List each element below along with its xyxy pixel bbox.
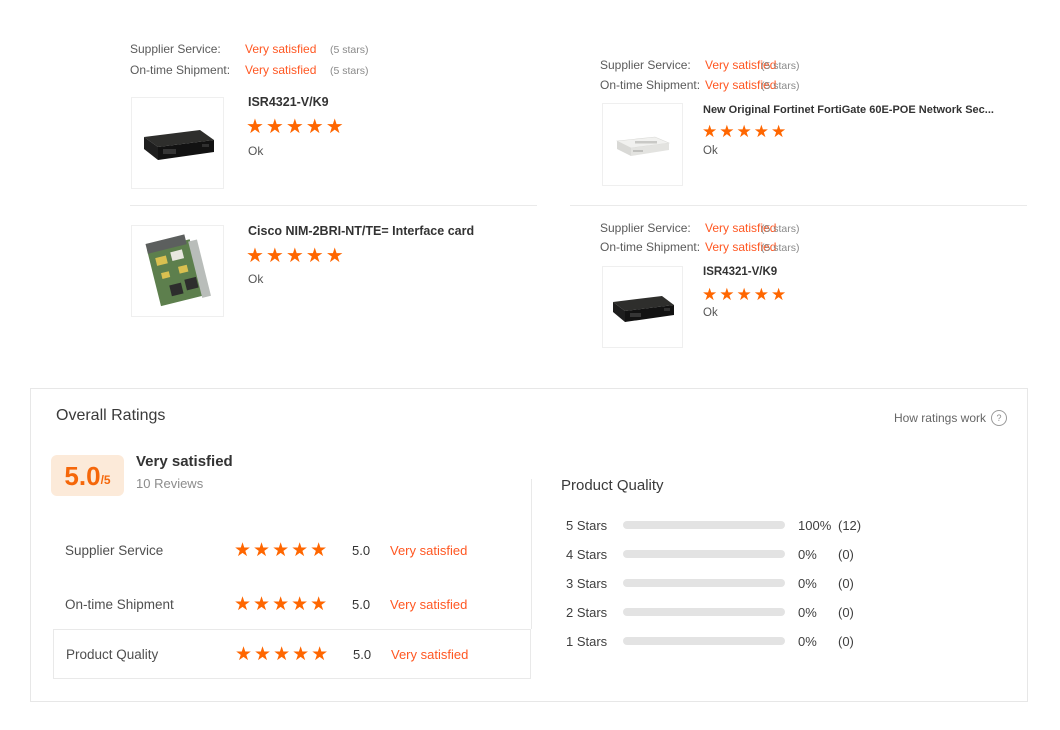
bar-count: (0) xyxy=(838,546,854,562)
panel-divider xyxy=(531,479,532,629)
supplier-service-value: Very satisfied xyxy=(245,42,317,56)
overall-score-suffix: /5 xyxy=(100,473,111,487)
rating-row-score: 5.0 xyxy=(352,542,371,558)
review-count: 10 Reviews xyxy=(136,476,204,491)
black-router-image xyxy=(143,130,214,160)
star-rating: ★★★★★ xyxy=(235,643,331,665)
bar-count: (0) xyxy=(838,575,854,591)
bar-label: 5 Stars xyxy=(566,517,608,533)
star-rating: ★★★★★ xyxy=(234,539,330,561)
review-divider xyxy=(570,205,1027,206)
review-comment: Ok xyxy=(248,144,264,158)
supplier-service-stars-note: (5 stars) xyxy=(330,44,369,56)
breakdown-title: Product Quality xyxy=(561,477,664,494)
supplier-service-stars-note: (5 stars) xyxy=(761,60,800,72)
overall-score-badge: 5.0 /5 xyxy=(51,455,124,496)
review-comment: Ok xyxy=(248,272,264,286)
review-comment: Ok xyxy=(703,145,718,157)
star-distribution-row: 1 Stars 0% (0) xyxy=(566,630,854,652)
rating-row-supplier-service[interactable]: Supplier Service ★★★★★ 5.0 Very satisfie… xyxy=(53,525,531,575)
ontime-shipment-label: On-time Shipment: xyxy=(600,78,701,92)
bar-label: 4 Stars xyxy=(566,546,608,562)
supplier-service-value: Very satisfied xyxy=(705,221,777,235)
overall-score: 5.0 xyxy=(64,460,101,491)
star-rating: ★★★★★ xyxy=(234,593,330,615)
bar-percent: 0% xyxy=(798,546,817,562)
black-router-image xyxy=(612,296,674,322)
bar-count: (12) xyxy=(838,517,862,533)
star-distribution-row: 3 Stars 0% (0) xyxy=(566,572,854,594)
ontime-shipment-value: Very satisfied xyxy=(705,240,777,254)
rating-row-label: Product Quality xyxy=(66,646,159,662)
bar-percent: 0% xyxy=(798,633,817,649)
bar-percent: 0% xyxy=(798,575,817,591)
rating-row-score: 5.0 xyxy=(353,646,372,662)
bar-label: 3 Stars xyxy=(566,575,608,591)
bar-label: 2 Stars xyxy=(566,604,608,620)
how-ratings-work-label: How ratings work xyxy=(893,411,986,425)
product-image[interactable] xyxy=(602,266,683,348)
star-rating: ★★★★★ xyxy=(246,245,346,267)
star-rating: ★★★★★ xyxy=(702,285,789,304)
bar-track xyxy=(623,579,785,587)
star-rating: ★★★★★ xyxy=(246,116,346,138)
rating-row-product-quality[interactable]: Product Quality ★★★★★ 5.0 Very satisfied xyxy=(53,629,531,679)
overall-score-text: Very satisfied xyxy=(136,453,233,470)
star-distribution-row: 2 Stars 0% (0) xyxy=(566,601,854,623)
rating-row-label: On-time Shipment xyxy=(65,596,174,612)
how-ratings-work-link[interactable]: How ratings work ? xyxy=(894,410,1007,426)
overall-ratings-card: Overall Ratings How ratings work ? 5.0 /… xyxy=(30,388,1028,702)
ontime-shipment-label: On-time Shipment: xyxy=(600,240,701,254)
star-distribution-row: 5 Stars 100% (12) xyxy=(566,514,861,536)
bar-percent: 100% xyxy=(798,517,832,533)
supplier-service-label: Supplier Service: xyxy=(130,42,221,56)
supplier-service-stars-note: (5 stars) xyxy=(761,223,800,235)
product-image[interactable] xyxy=(131,225,224,317)
product-title[interactable]: Cisco NIM-2BRI-NT/TE= Interface card xyxy=(248,224,475,238)
help-circle-icon: ? xyxy=(991,410,1007,426)
bar-label: 1 Stars xyxy=(566,633,608,649)
ontime-shipment-label: On-time Shipment: xyxy=(130,63,231,77)
ontime-shipment-stars-note: (5 stars) xyxy=(761,242,800,254)
ontime-shipment-stars-note: (5 stars) xyxy=(761,80,800,92)
star-distribution-row: 4 Stars 0% (0) xyxy=(566,543,854,565)
bar-track xyxy=(623,637,785,645)
review-comment: Ok xyxy=(703,307,718,319)
rating-row-text: Very satisfied xyxy=(390,596,468,612)
product-title[interactable]: ISR4321-V/K9 xyxy=(248,95,329,109)
bar-count: (0) xyxy=(838,633,854,649)
bar-track xyxy=(623,521,785,529)
bar-percent: 0% xyxy=(798,604,817,620)
rating-row-text: Very satisfied xyxy=(390,542,468,558)
ontime-shipment-value: Very satisfied xyxy=(705,78,777,92)
bar-track xyxy=(623,550,785,558)
rating-row-ontime-shipment[interactable]: On-time Shipment ★★★★★ 5.0 Very satisfie… xyxy=(53,579,531,629)
overall-ratings-title: Overall Ratings xyxy=(56,407,166,424)
product-title[interactable]: New Original Fortinet FortiGate 60E-POE … xyxy=(703,104,994,116)
bar-count: (0) xyxy=(838,604,854,620)
white-firewall-image xyxy=(615,136,670,156)
rating-row-label: Supplier Service xyxy=(65,542,164,558)
supplier-service-value: Very satisfied xyxy=(705,58,777,72)
ontime-shipment-stars-note: (5 stars) xyxy=(330,65,369,77)
interface-card-image xyxy=(145,234,211,307)
review-divider xyxy=(130,205,537,206)
rating-row-text: Very satisfied xyxy=(391,646,469,662)
supplier-service-label: Supplier Service: xyxy=(600,58,691,72)
product-image[interactable] xyxy=(602,103,683,186)
ontime-shipment-value: Very satisfied xyxy=(245,63,317,77)
supplier-service-label: Supplier Service: xyxy=(600,221,691,235)
star-rating: ★★★★★ xyxy=(702,122,789,141)
rating-row-score: 5.0 xyxy=(352,596,371,612)
product-image[interactable] xyxy=(131,97,224,189)
bar-track xyxy=(623,608,785,616)
product-title[interactable]: ISR4321-V/K9 xyxy=(703,266,778,278)
